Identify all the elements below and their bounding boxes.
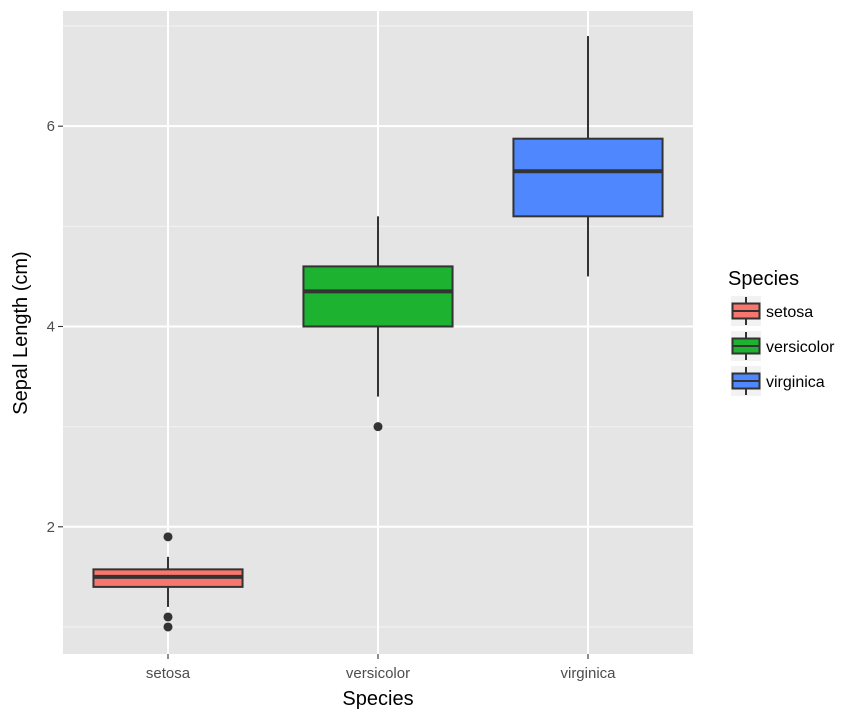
iqr-box	[302, 265, 454, 328]
y-tick-label: 4	[47, 318, 55, 335]
outlier-point	[163, 622, 173, 632]
boxes	[92, 36, 664, 632]
outlier-point	[163, 532, 173, 542]
x-tick-label: versicolor	[346, 665, 410, 682]
x-tick-label: setosa	[146, 665, 191, 682]
outlier-point	[163, 612, 173, 622]
iqr-box	[512, 137, 664, 218]
y-axis: 2 4 6	[47, 118, 63, 536]
legend-item-virginica: virginica	[731, 366, 825, 396]
box-versicolor	[302, 216, 454, 432]
box-virginica	[512, 36, 664, 277]
legend: Species setosa versicolor virginica	[728, 268, 835, 396]
y-axis-title: Sepal Length (cm)	[10, 251, 32, 414]
legend-label: setosa	[766, 304, 813, 321]
legend-item-setosa: setosa	[731, 296, 813, 326]
legend-label: virginica	[766, 374, 825, 391]
y-tick-label: 6	[47, 118, 55, 135]
y-tick-label: 2	[47, 519, 55, 536]
x-axis: setosa versicolor virginica	[146, 654, 616, 682]
x-axis-title: Species	[342, 688, 413, 710]
box-setosa	[92, 532, 244, 632]
outlier-point	[373, 422, 383, 432]
legend-item-versicolor: versicolor	[731, 331, 835, 361]
x-tick-label: virginica	[560, 665, 616, 682]
legend-label: versicolor	[766, 339, 835, 356]
legend-title: Species	[728, 268, 799, 290]
